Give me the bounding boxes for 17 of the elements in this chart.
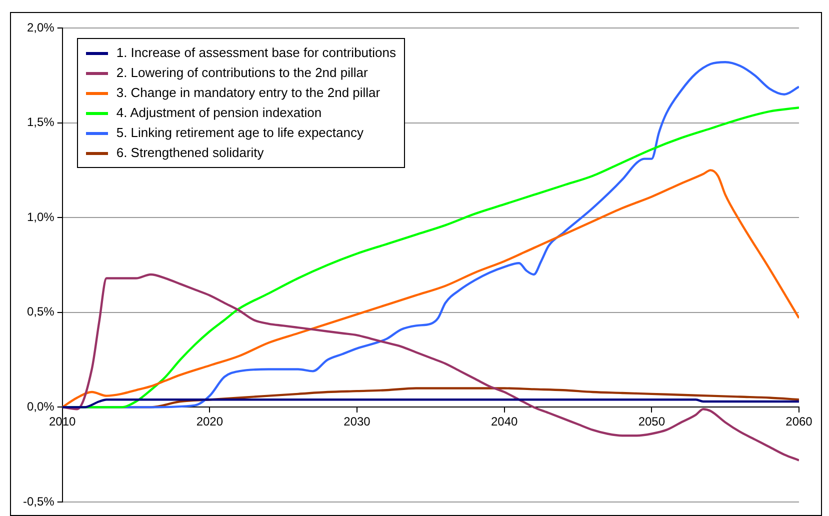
legend-label: 5. Linking retirement age to life expectancy [116, 124, 364, 142]
x-tick-label: 2040 [490, 414, 518, 429]
legend-label: 3. Change in mandatory entry to the 2nd pillar [116, 84, 380, 102]
y-tick-label: -0,5% [22, 494, 55, 508]
x-tick-label: 2050 [638, 414, 666, 429]
y-tick-label: 1,0% [26, 210, 55, 224]
y-tick-label: 0,5% [26, 304, 55, 319]
y-tick-label: 2,0% [26, 20, 55, 34]
x-tick-label: 2030 [344, 414, 371, 429]
legend-label: 2. Lowering of contributions to the 2nd pillar [116, 64, 368, 82]
x-tick-label: 2060 [786, 414, 813, 429]
legend-label: 6. Strengthened solidarity [116, 144, 264, 162]
x-tick-label: 2020 [196, 414, 224, 429]
y-tick-label: 0,0% [26, 400, 55, 414]
legend-label: 4. Adjustment of pension indexation [116, 104, 322, 122]
legend-label: 1. Increase of assessment base for contributions [116, 44, 396, 62]
y-tick-label: 1,5% [26, 115, 55, 130]
